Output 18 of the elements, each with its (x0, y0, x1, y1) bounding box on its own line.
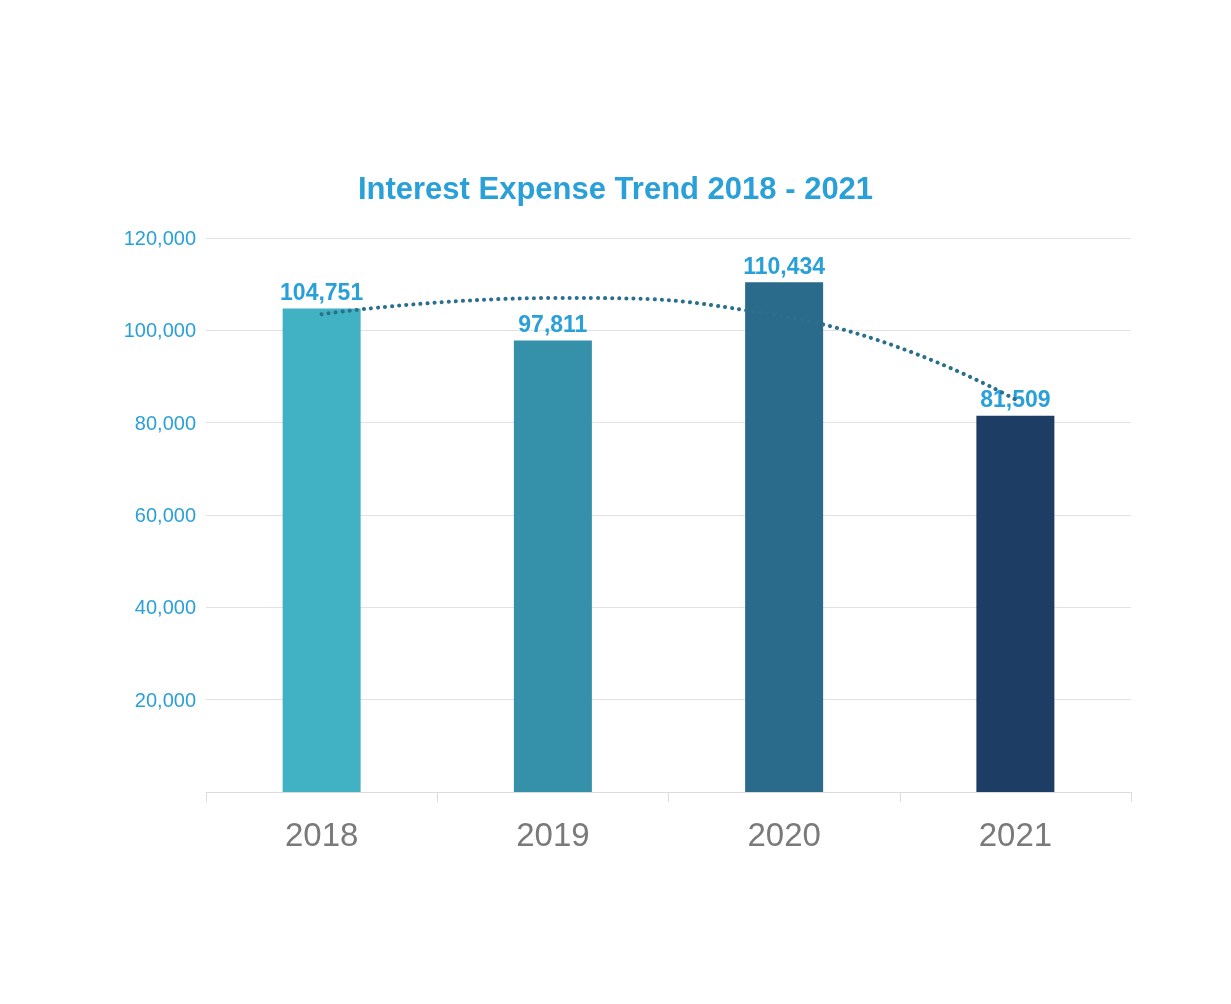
chart-title: Interest Expense Trend 2018 - 2021 (357, 171, 874, 206)
y-tick-label: 40,000 (134, 596, 196, 619)
y-tick-label: 100,000 (123, 319, 196, 342)
y-tick-label: 120,000 (123, 227, 196, 249)
x-tick-label: 2019 (516, 816, 590, 853)
data-label: 104,751 (280, 278, 364, 305)
bar (976, 415, 1055, 792)
bar (282, 308, 361, 792)
y-tick-label: 20,000 (134, 688, 196, 711)
data-label: 110,434 (743, 252, 826, 279)
y-tick-label: 60,000 (134, 504, 196, 526)
x-tick-label: 2021 (978, 816, 1053, 853)
x-tick-label: 2020 (747, 816, 821, 853)
x-tick-label: 2018 (284, 816, 359, 853)
data-label: 81,509 (980, 386, 1051, 413)
data-label: 97,811 (518, 310, 588, 337)
bar (513, 340, 592, 792)
y-tick-label: 80,000 (134, 411, 196, 434)
